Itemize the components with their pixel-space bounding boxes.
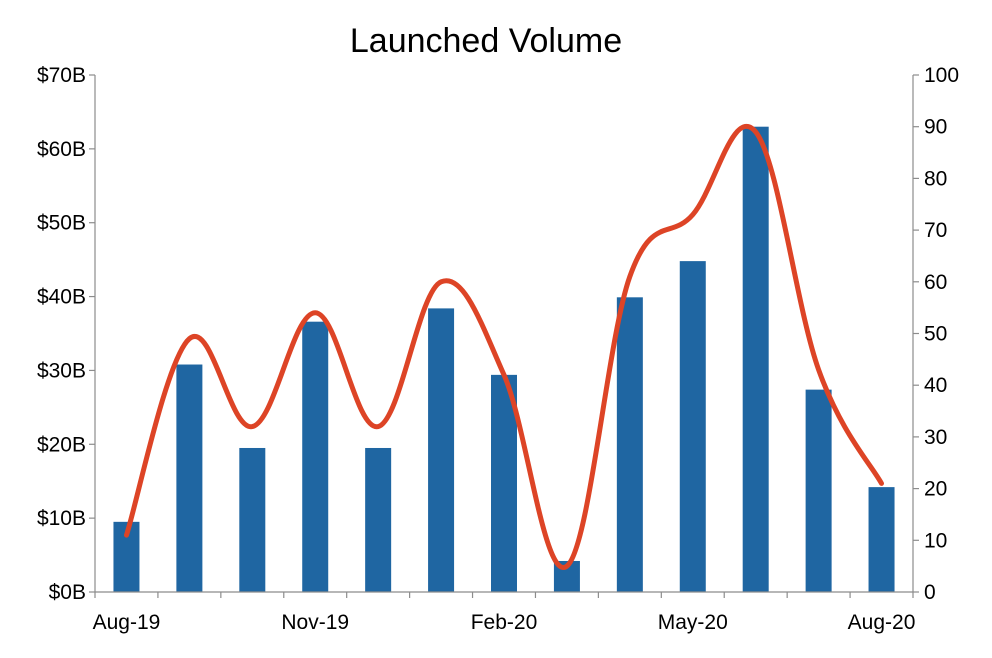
y-ticks-left: $0B $10B $20B $30B $40B $50B $60B $70B [37,64,95,604]
y-tick-label-right: 30 [924,426,947,449]
y-tick-label-right: 0 [924,581,936,604]
y-tick-label-right: 50 [924,323,947,346]
x-tick-label: Feb-20 [471,611,538,634]
y-tick-label-left: $30B [37,359,86,382]
y-tick-label-left: $70B [37,64,86,87]
bar-jun-20 [742,126,769,592]
y-tick-label-left: $20B [37,433,86,456]
x-tick-label: May-20 [658,611,728,634]
chart-title: Launched Volume [350,22,622,60]
x-tick-label: Aug-19 [93,611,161,634]
y-tick-label-right: 80 [924,167,947,190]
bar-dec-19 [365,447,392,592]
bar-jan-20 [428,308,455,592]
y-tick-label-right: 10 [924,529,947,552]
count-line [124,123,884,570]
bar-may-20 [679,261,706,592]
x-tick-label: Nov-19 [281,611,349,634]
y-tick-label-left: $40B [37,286,86,309]
x-ticks: Aug-19 Nov-19 Feb-20 May-20 Aug-20 [93,592,916,634]
x-tick-label: Aug-20 [848,611,916,634]
bar-aug-20 [868,487,895,592]
y-tick-label-left: $10B [37,507,86,530]
bar-series [113,126,895,592]
bar-feb-20 [491,374,517,592]
y-tick-label-left: $0B [49,581,86,604]
y-tick-label-left: $60B [37,138,86,161]
line-series [124,123,884,570]
y-ticks-right: 0 10 20 30 40 50 60 70 80 90 100 [913,64,959,604]
bar-apr-20 [616,297,643,592]
bar-nov-19 [302,321,329,592]
y-tick-label-right: 20 [924,478,947,501]
y-tick-label-right: 40 [924,374,947,397]
bar-sep-19 [176,364,203,592]
y-tick-label-right: 60 [924,271,947,294]
y-tick-label-left: $50B [37,212,86,235]
y-tick-label-right: 70 [924,219,947,242]
bar-jul-20 [805,389,832,592]
bar-oct-19 [239,447,266,592]
y-tick-label-right: 100 [924,64,959,87]
y-tick-label-right: 90 [924,116,947,139]
